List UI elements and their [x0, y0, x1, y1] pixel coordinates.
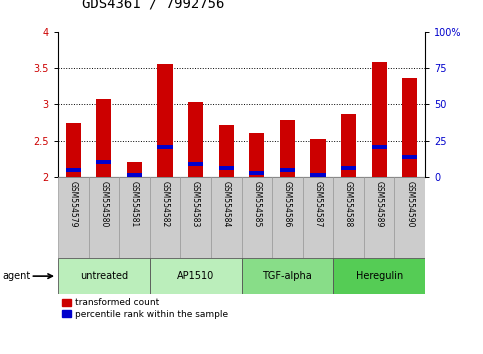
Text: GSM554579: GSM554579 — [69, 181, 78, 228]
Text: GSM554580: GSM554580 — [99, 181, 108, 228]
Text: GSM554582: GSM554582 — [160, 181, 170, 227]
Bar — [127, 173, 142, 177]
Text: agent: agent — [2, 271, 30, 281]
Bar — [219, 166, 234, 170]
Text: GSM554584: GSM554584 — [222, 181, 231, 228]
Bar — [211, 177, 242, 258]
Bar — [364, 177, 395, 258]
Bar — [127, 162, 142, 177]
Bar — [311, 138, 326, 177]
Bar — [341, 114, 356, 177]
Bar — [303, 177, 333, 258]
Bar — [249, 133, 265, 177]
Text: GSM554587: GSM554587 — [313, 181, 323, 228]
Bar — [219, 125, 234, 177]
Bar — [341, 166, 356, 170]
Bar — [66, 168, 81, 172]
Text: GSM554589: GSM554589 — [375, 181, 384, 228]
Bar — [96, 160, 112, 165]
Legend: transformed count, percentile rank within the sample: transformed count, percentile rank withi… — [62, 298, 228, 319]
Bar — [119, 177, 150, 258]
Bar — [188, 102, 203, 177]
Bar — [371, 144, 387, 149]
Text: GSM554588: GSM554588 — [344, 181, 353, 227]
Bar — [188, 162, 203, 166]
Bar — [272, 177, 303, 258]
Text: GSM554581: GSM554581 — [130, 181, 139, 227]
Bar — [157, 144, 173, 149]
Bar — [333, 177, 364, 258]
Bar — [371, 62, 387, 177]
Text: GSM554583: GSM554583 — [191, 181, 200, 228]
Bar — [88, 177, 119, 258]
Bar — [242, 177, 272, 258]
Bar — [157, 64, 173, 177]
Text: GDS4361 / 7992756: GDS4361 / 7992756 — [82, 0, 225, 11]
Bar — [242, 258, 333, 294]
Bar — [150, 258, 242, 294]
Text: GSM554590: GSM554590 — [405, 181, 414, 228]
Bar — [395, 177, 425, 258]
Text: Heregulin: Heregulin — [355, 271, 403, 281]
Text: GSM554586: GSM554586 — [283, 181, 292, 228]
Bar — [180, 177, 211, 258]
Text: TGF-alpha: TGF-alpha — [262, 271, 313, 281]
Bar — [66, 122, 81, 177]
Bar — [280, 168, 295, 172]
Bar — [280, 120, 295, 177]
Bar — [58, 258, 150, 294]
Bar — [333, 258, 425, 294]
Text: untreated: untreated — [80, 271, 128, 281]
Text: AP1510: AP1510 — [177, 271, 214, 281]
Bar — [402, 155, 417, 159]
Text: GSM554585: GSM554585 — [252, 181, 261, 228]
Bar — [402, 78, 417, 177]
Bar — [58, 177, 88, 258]
Bar — [96, 99, 112, 177]
Bar — [150, 177, 180, 258]
Bar — [311, 173, 326, 177]
Bar — [249, 171, 265, 175]
